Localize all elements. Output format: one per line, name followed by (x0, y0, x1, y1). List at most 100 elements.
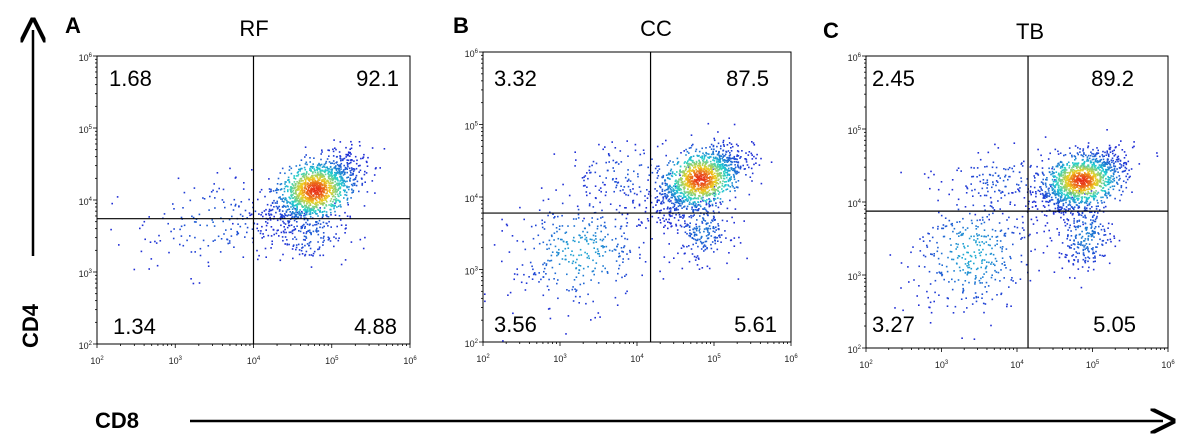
scatter-point (359, 169, 362, 172)
scatter-point (941, 227, 943, 230)
scatter-point (308, 199, 311, 201)
scatter-point (300, 200, 302, 203)
scatter-point (584, 251, 586, 254)
scatter-point (1020, 163, 1023, 165)
scatter-point (894, 307, 896, 309)
scatter-point (340, 172, 342, 175)
scatter-point (1034, 248, 1036, 251)
scatter-point (1094, 255, 1096, 258)
scatter-point (685, 168, 687, 170)
scatter-point (293, 212, 295, 214)
scatter-point (338, 169, 340, 171)
scatter-point (926, 244, 928, 247)
scatter-point (995, 184, 997, 187)
scatter-point (287, 190, 289, 193)
scatter-point (584, 227, 586, 230)
scatter-point (144, 238, 146, 241)
scatter-point (599, 316, 601, 318)
scatter-point (624, 292, 627, 295)
scatter-point (1082, 221, 1084, 223)
scatter-point (294, 204, 296, 207)
scatter-point (605, 161, 607, 164)
scatter-point (304, 209, 307, 211)
scatter-point (280, 188, 283, 190)
scatter-point (310, 187, 313, 189)
scatter-point (1109, 163, 1111, 165)
scatter-point (713, 189, 716, 192)
scatter-point (301, 192, 304, 195)
scatter-point (1056, 201, 1059, 203)
scatter-point (676, 171, 678, 173)
scatter-point (1058, 206, 1061, 209)
scatter-point (286, 209, 289, 211)
scatter-point (674, 208, 676, 210)
scatter-point (1087, 256, 1089, 258)
scatter-point (1044, 206, 1046, 208)
scatter-point (716, 172, 718, 175)
scatter-point (1051, 199, 1054, 201)
scatter-point (705, 235, 708, 237)
scatter-point (351, 191, 353, 194)
scatter-point (304, 225, 306, 228)
scatter-point (334, 188, 337, 190)
scatter-point (676, 200, 679, 203)
scatter-point (996, 181, 999, 183)
scatter-point (714, 191, 716, 193)
scatter-point (982, 179, 985, 181)
scatter-point (323, 170, 325, 173)
scatter-point (1096, 152, 1098, 155)
scatter-point (696, 187, 699, 190)
scatter-point (604, 236, 606, 238)
scatter-point (724, 170, 726, 172)
scatter-point (1156, 152, 1158, 154)
scatter-point (627, 185, 630, 188)
scatter-point (268, 208, 271, 211)
scatter-point (303, 212, 306, 215)
scatter-point (692, 155, 695, 157)
scatter-point (524, 289, 527, 291)
scatter-point (315, 166, 318, 169)
scatter-point (249, 214, 251, 217)
scatter-point (313, 188, 316, 190)
scatter-point (684, 182, 687, 185)
scatter-point (602, 148, 604, 151)
scatter-point (1111, 157, 1114, 160)
scatter-point (673, 217, 676, 219)
scatter-point (343, 171, 346, 174)
scatter-point (680, 225, 683, 228)
scatter-point (735, 173, 738, 175)
scatter-point (336, 225, 338, 228)
scatter-point (1052, 212, 1055, 215)
scatter-point (692, 201, 694, 204)
scatter-point (661, 202, 663, 205)
scatter-point (692, 211, 695, 213)
scatter-point (727, 150, 730, 152)
scatter-point (687, 177, 689, 180)
scatter-point (1065, 256, 1067, 259)
scatter-point (722, 190, 725, 192)
scatter-point (342, 158, 344, 160)
scatter-point (681, 207, 683, 209)
scatter-point (303, 218, 306, 221)
scatter-point (305, 206, 307, 208)
scatter-point (659, 185, 661, 187)
scatter-point (338, 167, 340, 170)
scatter-point (656, 145, 659, 148)
scatter-point (1005, 248, 1008, 250)
scatter-point (1000, 192, 1002, 194)
scatter-point (301, 199, 303, 201)
scatter-point (720, 241, 722, 243)
scatter-point (749, 176, 752, 178)
scatter-point (608, 153, 610, 156)
scatter-point (338, 205, 340, 208)
scatter-point (696, 181, 698, 184)
scatter-point (700, 169, 703, 172)
scatter-point (172, 203, 174, 205)
scatter-point (594, 232, 597, 234)
scatter-point (702, 152, 704, 155)
scatter-point (616, 182, 619, 184)
scatter-point (696, 264, 699, 266)
scatter-point (656, 196, 659, 198)
scatter-point (922, 236, 924, 238)
scatter-point (327, 167, 329, 170)
